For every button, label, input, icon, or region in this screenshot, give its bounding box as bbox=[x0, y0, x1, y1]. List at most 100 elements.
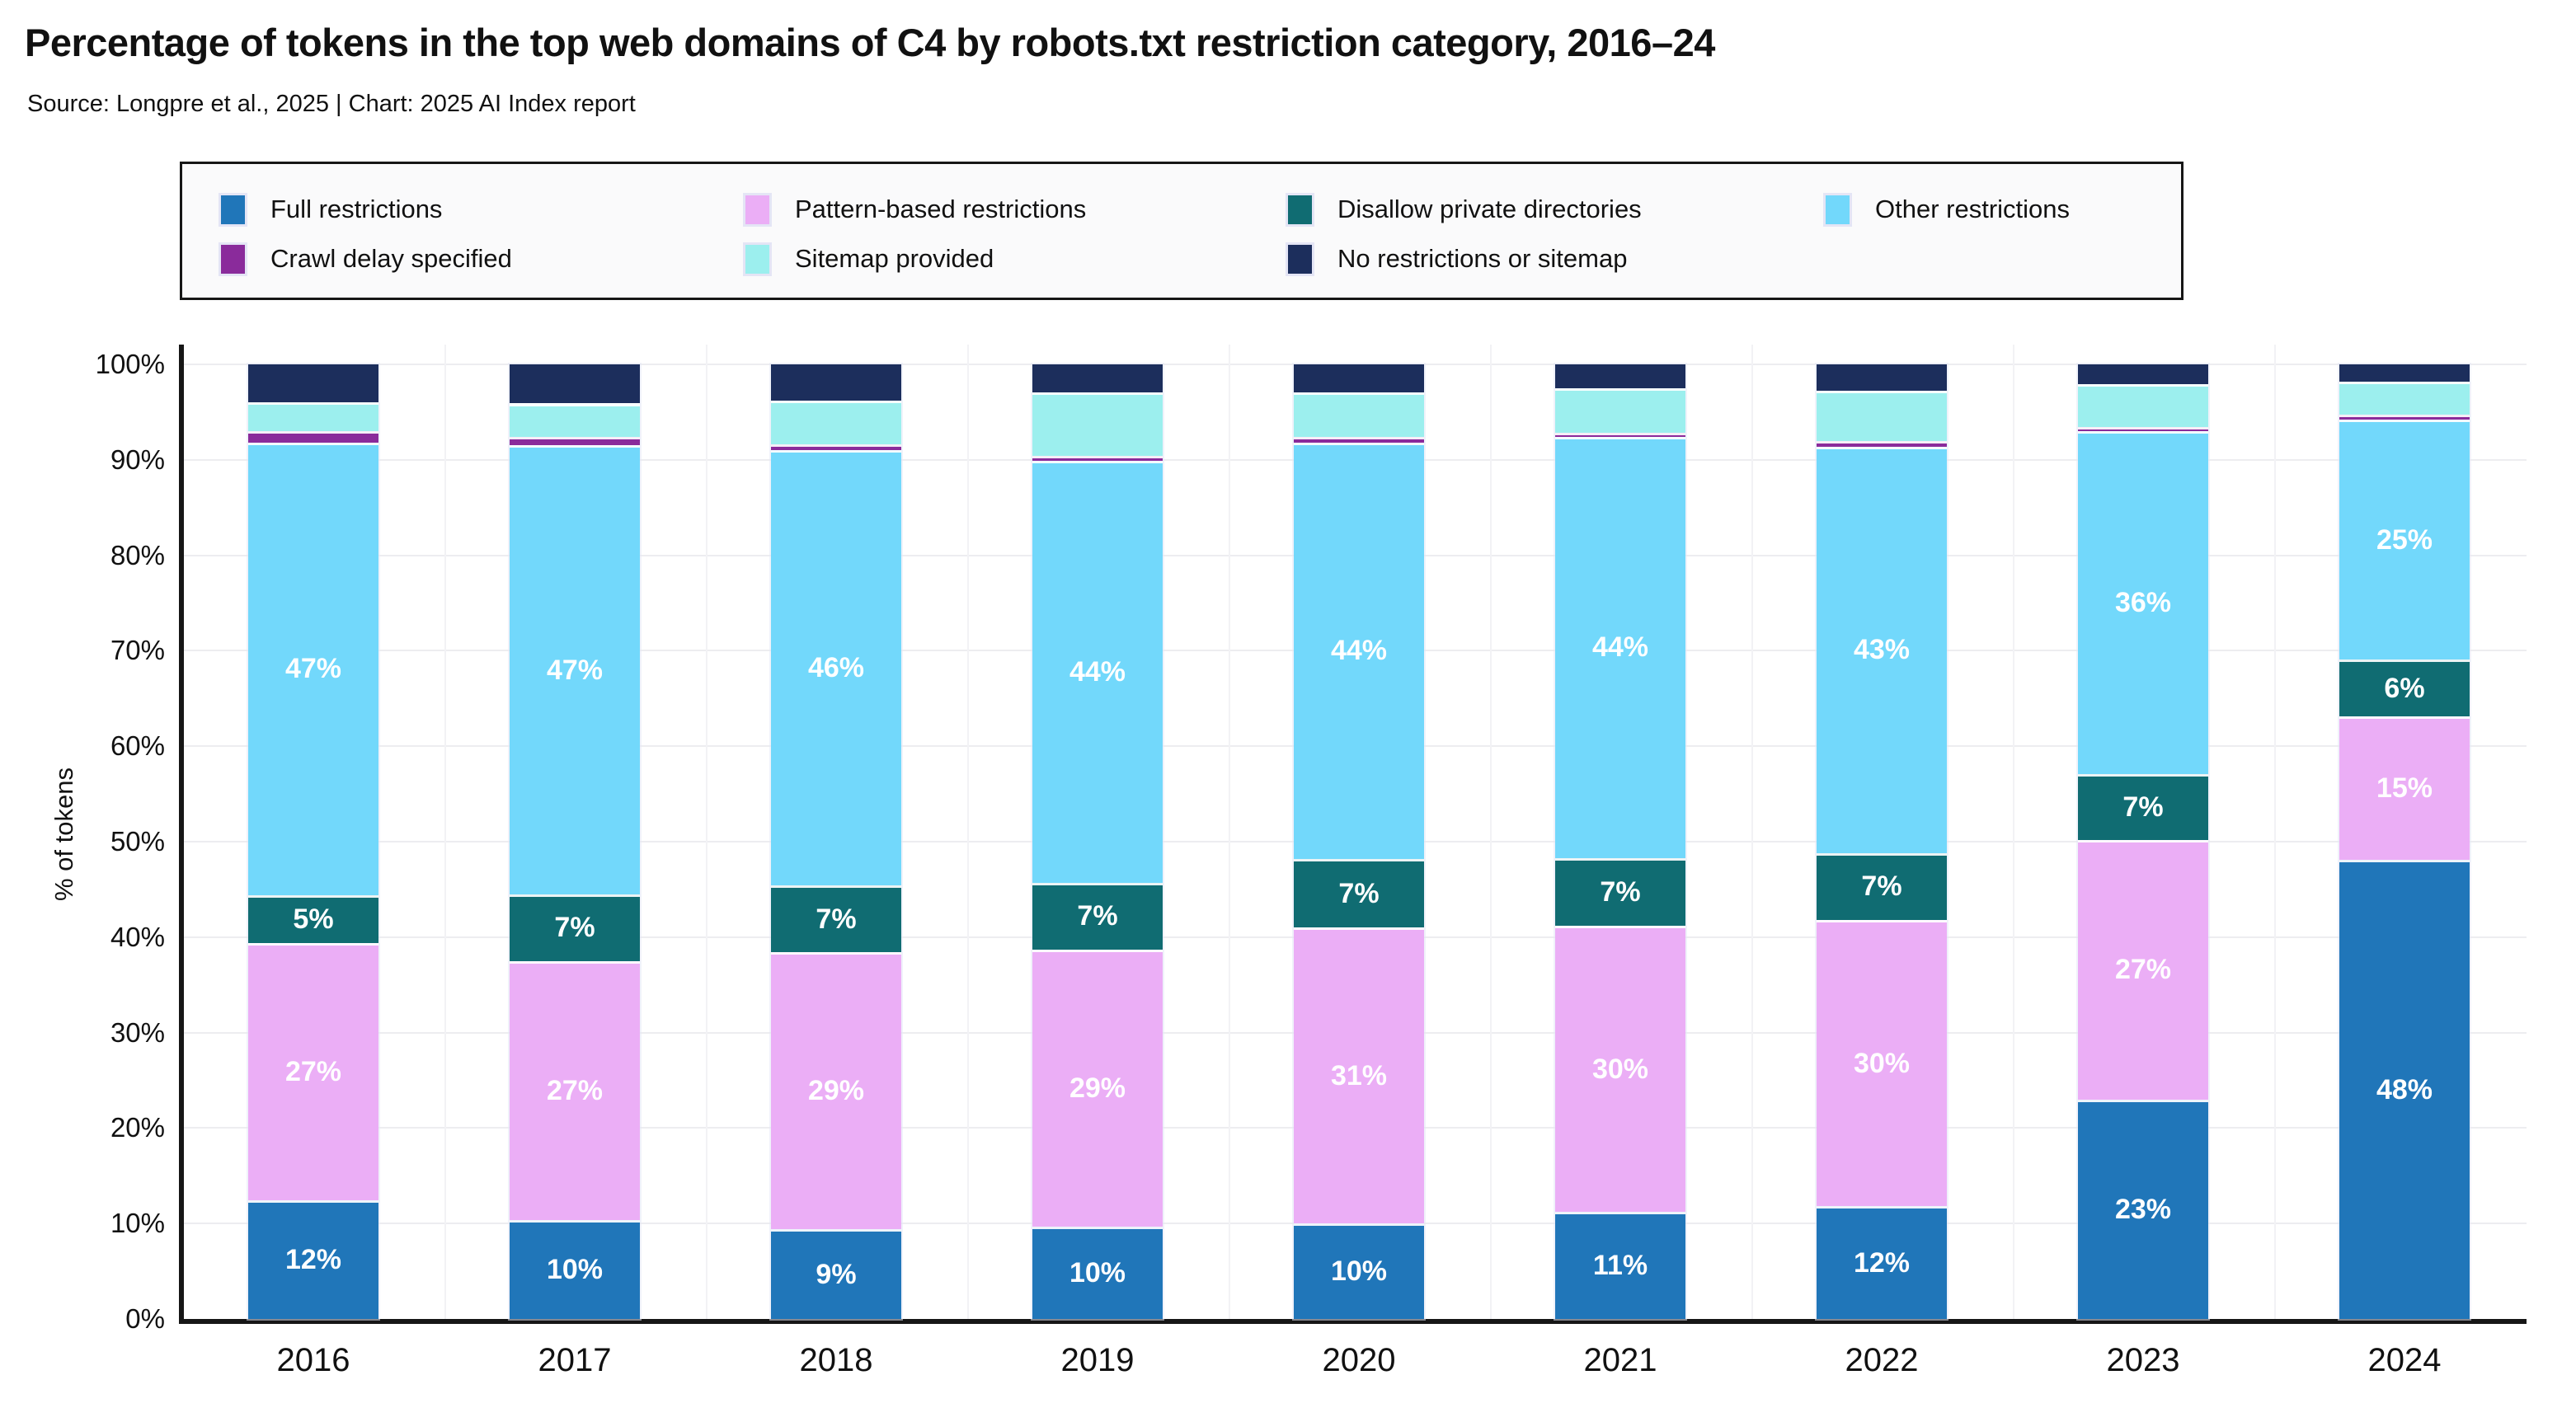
segment-label-pattern-based-restrictions-2022: 30% bbox=[1853, 1047, 1911, 1079]
segment-label-pattern-based-restrictions-2017: 27% bbox=[546, 1074, 604, 1106]
bar-2021: 11% 30% 7% 44% bbox=[1555, 364, 1685, 1319]
y-tick-70: 70% bbox=[110, 635, 165, 666]
y-tick-50: 50% bbox=[110, 826, 165, 857]
bar-2020: 10% 31% 7% 44% bbox=[1294, 364, 1424, 1319]
bar-2022: 12% 30% 7% 43% bbox=[1817, 364, 1947, 1319]
segment-label-disallow-private-directories-2018: 7% bbox=[816, 903, 857, 935]
segment-disallow-private-directories-2023 bbox=[2078, 773, 2208, 840]
segment-full-restrictions-2023 bbox=[2078, 1099, 2208, 1319]
segment-label-full-restrictions-2022: 12% bbox=[1853, 1246, 1911, 1279]
segment-label-disallow-private-directories-2022: 7% bbox=[1861, 871, 1902, 903]
legend-label-crawl-delay-specified: Crawl delay specified bbox=[270, 244, 512, 273]
segment-other-restrictions-2021 bbox=[1555, 437, 1685, 858]
segment-sitemap-provided-2016 bbox=[248, 402, 378, 432]
y-tick-0: 0% bbox=[125, 1303, 165, 1334]
legend-swatch-sitemap-provided bbox=[745, 244, 769, 274]
segment-label-pattern-based-restrictions-2018: 29% bbox=[807, 1075, 865, 1107]
segment-label-other-restrictions-2020: 44% bbox=[1330, 635, 1388, 667]
bar-2019: 10% 29% 7% 44% bbox=[1032, 364, 1163, 1319]
segment-no-restrictions-or-sitemap-2021 bbox=[1555, 364, 1685, 388]
x-tick-2024: 2024 bbox=[2367, 1342, 2442, 1378]
gridline-x bbox=[1228, 345, 1230, 1319]
segment-label-full-restrictions-2019: 10% bbox=[1069, 1256, 1126, 1288]
gridline-y-100 bbox=[184, 364, 2527, 365]
segment-other-restrictions-2019 bbox=[1032, 460, 1163, 883]
x-tick-2021: 2021 bbox=[1583, 1342, 1657, 1378]
segment-full-restrictions-2020 bbox=[1294, 1223, 1424, 1319]
segment-sitemap-provided-2023 bbox=[2078, 384, 2208, 428]
segment-other-restrictions-2023 bbox=[2078, 431, 2208, 774]
gridline-x bbox=[2012, 345, 2014, 1319]
segment-disallow-private-directories-2016 bbox=[248, 894, 378, 943]
segment-crawl-delay-specified-2020 bbox=[1294, 437, 1424, 443]
x-tick-2017: 2017 bbox=[538, 1342, 612, 1378]
y-tick-20: 20% bbox=[110, 1112, 165, 1143]
segment-label-other-restrictions-2017: 47% bbox=[546, 654, 604, 686]
segment-label-disallow-private-directories-2023: 7% bbox=[2122, 791, 2164, 823]
legend-swatch-disallow-private-directories bbox=[1288, 195, 1312, 224]
segment-other-restrictions-2017 bbox=[510, 445, 640, 894]
legend-swatch-pattern-based-restrictions bbox=[745, 195, 769, 224]
segment-crawl-delay-specified-2021 bbox=[1555, 433, 1685, 438]
x-tick-2016: 2016 bbox=[276, 1342, 350, 1378]
x-tick-2022: 2022 bbox=[1845, 1342, 1919, 1378]
legend-swatch-other-restrictions bbox=[1826, 195, 1850, 224]
segment-label-full-restrictions-2021: 11% bbox=[1592, 1250, 1648, 1282]
segment-sitemap-provided-2020 bbox=[1294, 392, 1424, 438]
legend-item-crawl-delay-specified: Crawl delay specified bbox=[221, 244, 745, 274]
segment-label-disallow-private-directories-2019: 7% bbox=[1077, 900, 1118, 932]
segment-no-restrictions-or-sitemap-2018 bbox=[771, 364, 901, 401]
segment-label-other-restrictions-2018: 46% bbox=[807, 652, 865, 684]
y-tick-10: 10% bbox=[110, 1208, 165, 1239]
segment-label-disallow-private-directories-2016: 5% bbox=[293, 903, 334, 935]
segment-other-restrictions-2016 bbox=[248, 442, 378, 895]
plot-area: 12% 27% 5% 47% 10% 27% 7% 47% 9% 29% 7% 46% 10% 29% 7%… bbox=[179, 345, 2527, 1324]
segment-label-pattern-based-restrictions-2016: 27% bbox=[284, 1056, 342, 1088]
y-tick-60: 60% bbox=[110, 730, 165, 762]
x-tick-2018: 2018 bbox=[799, 1342, 873, 1378]
segment-no-restrictions-or-sitemap-2024 bbox=[2339, 364, 2470, 382]
segment-label-other-restrictions-2023: 36% bbox=[2114, 586, 2172, 618]
segment-label-pattern-based-restrictions-2021: 30% bbox=[1591, 1053, 1649, 1085]
segment-other-restrictions-2020 bbox=[1294, 442, 1424, 859]
segment-crawl-delay-specified-2019 bbox=[1032, 456, 1163, 461]
segment-label-other-restrictions-2019: 44% bbox=[1069, 655, 1126, 688]
x-tick-2023: 2023 bbox=[2106, 1342, 2180, 1378]
y-axis-line bbox=[179, 345, 184, 1324]
segment-label-full-restrictions-2017: 10% bbox=[546, 1253, 604, 1285]
segment-disallow-private-directories-2019 bbox=[1032, 882, 1163, 950]
segment-no-restrictions-or-sitemap-2017 bbox=[510, 364, 640, 404]
segment-sitemap-provided-2024 bbox=[2339, 381, 2470, 415]
legend-label-other-restrictions: Other restrictions bbox=[1875, 195, 2071, 223]
segment-label-disallow-private-directories-2017: 7% bbox=[554, 912, 595, 944]
segment-crawl-delay-specified-2024 bbox=[2339, 415, 2470, 420]
segment-sitemap-provided-2021 bbox=[1555, 387, 1685, 434]
segment-pattern-based-restrictions-2024 bbox=[2339, 716, 2470, 861]
segment-disallow-private-directories-2020 bbox=[1294, 858, 1424, 928]
bar-2024: 48% 15% 6% 25% bbox=[2339, 364, 2470, 1319]
segment-no-restrictions-or-sitemap-2016 bbox=[248, 364, 378, 403]
segment-label-full-restrictions-2020: 10% bbox=[1330, 1255, 1388, 1288]
segment-sitemap-provided-2018 bbox=[771, 401, 901, 445]
segment-pattern-based-restrictions-2017 bbox=[510, 960, 640, 1220]
bar-2018: 9% 29% 7% 46% bbox=[771, 364, 901, 1319]
segment-crawl-delay-specified-2023 bbox=[2078, 427, 2208, 432]
segment-full-restrictions-2018 bbox=[771, 1229, 901, 1319]
legend-swatch-no-restrictions-or-sitemap bbox=[1288, 244, 1312, 274]
segment-label-pattern-based-restrictions-2023: 27% bbox=[2114, 954, 2172, 986]
legend-swatch-crawl-delay-specified bbox=[221, 244, 245, 274]
segment-label-pattern-based-restrictions-2019: 29% bbox=[1069, 1072, 1126, 1104]
segment-label-disallow-private-directories-2021: 7% bbox=[1600, 875, 1641, 908]
segment-no-restrictions-or-sitemap-2023 bbox=[2078, 364, 2208, 385]
x-tick-2020: 2020 bbox=[1322, 1342, 1396, 1378]
segment-full-restrictions-2019 bbox=[1032, 1226, 1163, 1319]
segment-full-restrictions-2016 bbox=[248, 1200, 378, 1319]
legend-label-pattern-based-restrictions: Pattern-based restrictions bbox=[795, 195, 1087, 223]
gridline-x bbox=[2273, 345, 2276, 1319]
segment-label-disallow-private-directories-2024: 6% bbox=[2384, 672, 2425, 704]
page-title: Percentage of tokens in the top web doma… bbox=[25, 21, 1715, 64]
y-tick-30: 30% bbox=[110, 1016, 165, 1048]
segment-no-restrictions-or-sitemap-2020 bbox=[1294, 364, 1424, 392]
source-line: Source: Longpre et al., 2025 | Chart: 20… bbox=[27, 91, 636, 117]
